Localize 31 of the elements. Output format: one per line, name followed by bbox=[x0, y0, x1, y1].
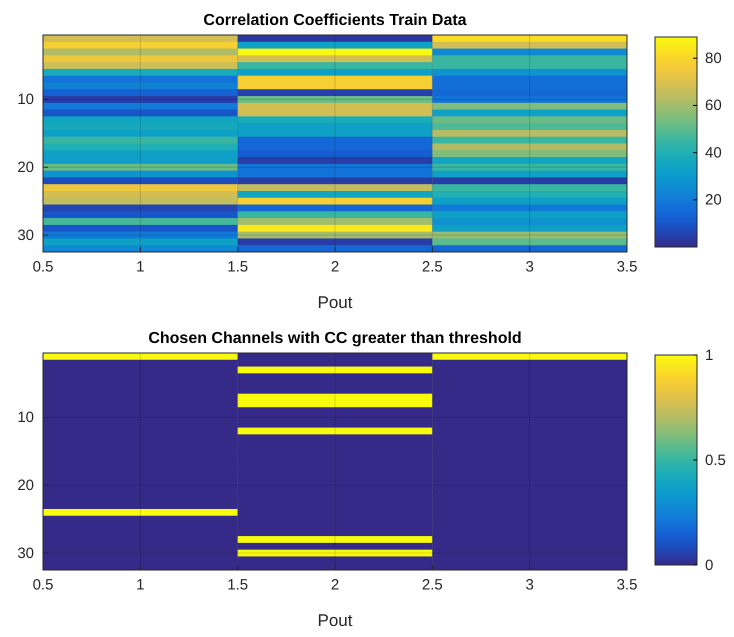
x-tick-label: 0.5 bbox=[32, 258, 54, 276]
x-tick-label: 0.5 bbox=[32, 576, 54, 594]
x-tick-label: 2 bbox=[330, 576, 340, 594]
x-tick-label: 1.5 bbox=[227, 576, 248, 594]
x-tick-label: 3 bbox=[525, 576, 534, 594]
x-tick-label: 3 bbox=[525, 258, 534, 276]
x-axis-title: Pout bbox=[318, 611, 353, 630]
x-tick-label: 1.5 bbox=[227, 258, 248, 276]
x-tick-label: 3.5 bbox=[616, 576, 638, 594]
color-bar-label: 60 bbox=[705, 97, 722, 114]
x-tick-label: 1 bbox=[136, 576, 145, 594]
y-tick-label: 30 bbox=[17, 226, 34, 244]
y-tick-label: 20 bbox=[17, 159, 34, 176]
x-axis-title: Pout bbox=[318, 293, 353, 312]
color-bar-label: 80 bbox=[705, 50, 722, 68]
x-tick-label: 2.5 bbox=[422, 258, 443, 276]
color-bar-label: 40 bbox=[705, 144, 722, 162]
y-tick-label: 10 bbox=[17, 91, 34, 108]
chart-title: Correlation Coefficients Train Data bbox=[203, 12, 467, 29]
y-tick-label: 20 bbox=[17, 477, 34, 494]
color-bar-label: 0.5 bbox=[705, 452, 726, 469]
x-tick-label: 2.5 bbox=[422, 576, 443, 594]
x-tick-label: 3.5 bbox=[616, 258, 638, 276]
x-tick-label: 2 bbox=[330, 258, 340, 276]
color-bar-label: 0 bbox=[705, 556, 714, 574]
y-tick-label: 30 bbox=[17, 544, 34, 562]
color-bar-label: 1 bbox=[705, 346, 714, 364]
chart-title: Chosen Channels with CC greater than threshold bbox=[148, 330, 522, 347]
color-bar-label: 20 bbox=[705, 192, 722, 209]
x-tick-label: 1 bbox=[136, 258, 145, 276]
y-tick-label: 10 bbox=[17, 409, 34, 426]
